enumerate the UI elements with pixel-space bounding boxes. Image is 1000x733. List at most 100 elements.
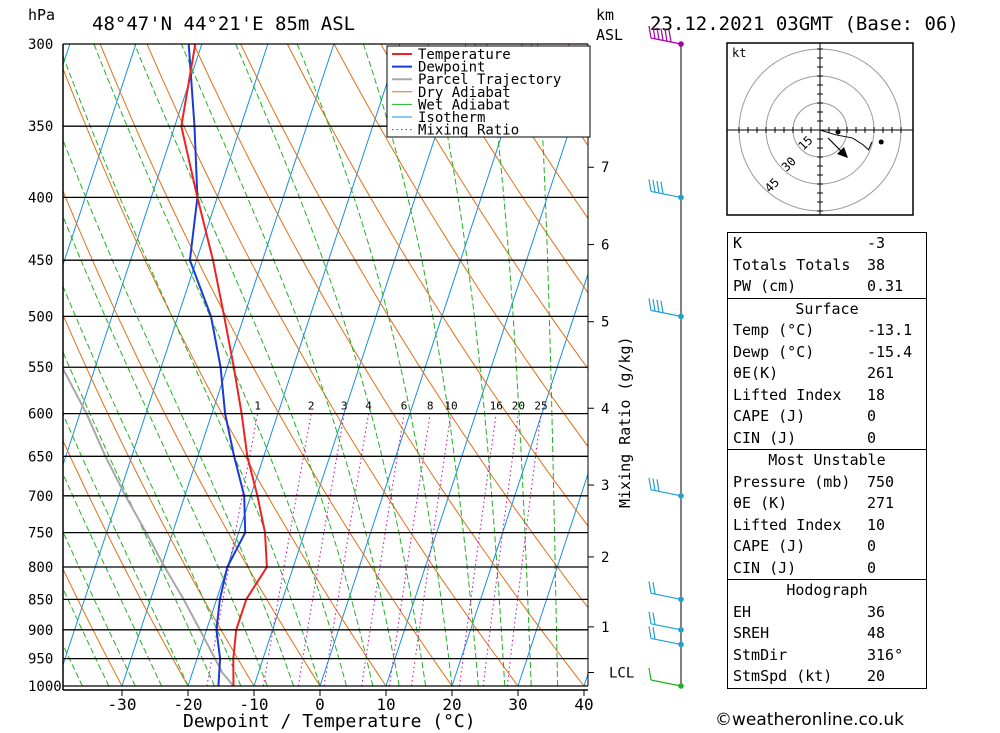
wet-adiabat-line [427,44,506,686]
wind-barb-flag [656,27,660,40]
axis-labels: 3003504004505005506006507007508008509009… [28,37,594,714]
mixing-ratio-line [482,413,519,686]
pressure-tick-label: 750 [28,526,53,542]
dry-adiabat-line [333,44,588,448]
surface-label: θE(K) [733,364,779,382]
temperature-tick-label: 10 [376,695,395,714]
wind-barb [650,592,682,600]
asl-label: ASL [596,26,623,44]
most-unstable-value: 271 [867,494,895,512]
km-tick-label: 3 [601,478,609,494]
copyright[interactable]: ©weatheronline.co.uk [715,710,905,730]
most-unstable-value: 750 [867,472,895,491]
most-unstable-row: CAPE (J) 0 [728,536,926,558]
dry-adiabat-line [427,44,588,294]
dry-adiabat-line [63,189,321,686]
lcl-label: LCL [609,665,634,681]
isotherm-line [121,44,335,686]
mixing-ratio-label: 3 [341,400,348,413]
mixing-ratio-axis-label: Mixing Ratio (g/kg) [616,336,634,508]
mixing-ratio-labels: 1 2 3 4 6 8 10 16 20 25 [254,400,547,413]
km-axis: 7 6 5 4 3 2 1 LCL [587,44,634,686]
hpa-label: hPa [28,6,55,24]
wind-barb-flag [656,180,660,194]
legend-label: Temperature [418,47,511,63]
wind-barb-flag [668,29,672,43]
hodograph-table: Hodograph EH 36 SREH 48 StmDir 316° StmSpd (kt… [727,579,927,689]
hodograph-stat-value: 48 [867,624,886,642]
hodograph-stat-label: EH [733,602,752,621]
stability-tables: K -3 Totals Totals 38 PW (cm) 0.31 Surface Te… [727,232,927,689]
index-label: K [733,234,743,252]
wind-barb-flag [652,627,656,640]
index-value: 0.31 [867,277,904,295]
pressure-tick-label: 600 [28,407,53,423]
wind-barb [650,637,682,646]
wind-barb-flag [660,28,664,41]
index-row: Totals Totals 38 [728,255,926,277]
wind-barb-flag [656,299,660,313]
temperature-tick-label: -20 [174,695,203,714]
mixing-ratio-label: 8 [427,400,434,413]
mixing-ratio-line [262,413,312,686]
surface-row: CIN (J) 0 [728,428,926,450]
surface-value: 18 [867,385,886,404]
hodograph-stat-value: 36 [867,602,886,621]
wind-barb-flag [652,299,656,312]
isotherm-line [63,44,137,267]
km-tick-label: 4 [601,401,609,417]
surface-row: θE(K) 261 [728,363,926,385]
mixing-ratio-label: 4 [365,400,372,413]
wind-barb [650,37,682,45]
wind-barb-flag [648,25,652,39]
mixing-ratio-line [297,413,345,686]
wind-barb-flag [660,181,664,194]
surface-row: Dewp (°C) -15.4 [728,342,926,364]
most-unstable-label: CIN (J) [733,558,797,577]
surface-row: Temp (°C) -13.1 [728,320,926,342]
hodograph-stat-value: 20 [867,667,886,685]
wet-adiabat-line [63,587,110,686]
legend-label: Parcel Trajectory [418,72,561,88]
wind-barb-flag [648,179,652,192]
mixing-ratio-line [323,413,370,686]
pressure-tick-label: 350 [28,119,53,135]
surface-label: Temp (°C) [733,321,815,339]
pressure-tick-label: 1000 [28,679,62,695]
legend-label: Isotherm [418,110,485,126]
isotherm-line [385,72,588,686]
pressure-tick-label: 900 [28,623,53,639]
wet-adiabat-line [63,215,268,686]
wet-adiabat-line [537,44,559,686]
x-axis-label: Dewpoint / Temperature (°C) [183,711,476,732]
mixing-ratio-line [410,413,452,686]
pressure-tick-label: 950 [28,652,53,668]
wind-barbs [648,25,684,689]
most-unstable-label: θE (K) [733,494,788,512]
index-row: PW (cm) 0.31 [728,276,926,298]
most-unstable-value: 0 [867,558,877,577]
hodograph-stat-label: SREH [733,624,770,642]
plot-frame [62,43,588,696]
hodograph-table-title: Hodograph [786,581,868,599]
isotherm-line [0,44,4,686]
km-tick-label: 5 [601,315,609,331]
wind-barb-flag [648,477,652,490]
storm-motion-arrowhead [837,147,848,158]
index-label: Totals Totals [733,255,851,274]
legend-label: Dewpoint [418,60,485,76]
most-unstable-table: Most Unstable Pressure (mb) 750 θE (K) 271 L… [727,449,927,580]
wind-barb [650,190,682,198]
hodograph-stat-value: 316° [867,645,904,664]
surface-label: Dewp (°C) [733,342,815,361]
mixing-ratio-line [361,413,405,686]
surface-value: -13.1 [867,321,913,339]
mixing-ratio-label: 20 [512,400,525,413]
km-tick-label: 2 [601,550,609,566]
mixing-ratio-label: 2 [308,400,315,413]
wind-barb-flag [652,26,656,39]
mixing-ratio-label: 6 [401,400,408,413]
wind-barb [650,623,682,631]
